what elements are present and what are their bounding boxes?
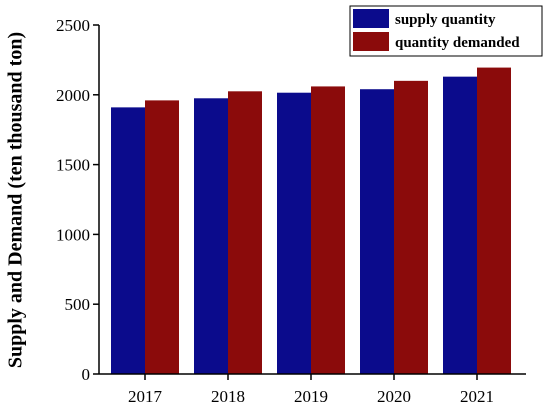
x-tick-label-2019: 2019	[294, 387, 328, 406]
bar-demand-2018	[228, 91, 262, 374]
y-tick-label-500: 500	[65, 295, 91, 314]
x-tick-label-2020: 2020	[377, 387, 411, 406]
x-tick-label-2018: 2018	[211, 387, 245, 406]
bar-demand-2020	[394, 80, 428, 374]
legend-swatch-supply	[353, 9, 389, 28]
y-tick-label-2000: 2000	[56, 86, 90, 105]
y-tick-label-2500: 2500	[56, 16, 90, 35]
y-axis-title: Supply and Demand (ten thousand ton)	[4, 31, 27, 369]
bar-supply-2019	[277, 92, 311, 375]
legend-label-supply: supply quantity	[395, 12, 496, 28]
bar-supply-2020	[360, 89, 394, 374]
bars-layer	[111, 67, 511, 375]
axes-layer: 2017 2018 2019 2020 2021 0 500 1000 1500 2000 2500	[56, 16, 526, 406]
bar-demand-2019	[311, 86, 345, 374]
bar-supply-2018	[194, 98, 228, 374]
legend-swatch-demand	[353, 32, 389, 51]
bar-supply-2021	[443, 76, 477, 374]
legend-label-demand: quantity demanded	[395, 35, 520, 51]
y-tick-label-1500: 1500	[56, 156, 90, 175]
x-tick-label-2017: 2017	[128, 387, 163, 406]
y-tick-label-0: 0	[82, 365, 91, 384]
bar-supply-2017	[111, 107, 145, 374]
y-tick-label-1000: 1000	[56, 225, 90, 244]
legend: supply quantity quantity demanded	[349, 5, 543, 57]
x-tick-label-2021: 2021	[460, 387, 494, 406]
bar-demand-2021	[477, 67, 511, 374]
bar-demand-2017	[145, 100, 179, 374]
